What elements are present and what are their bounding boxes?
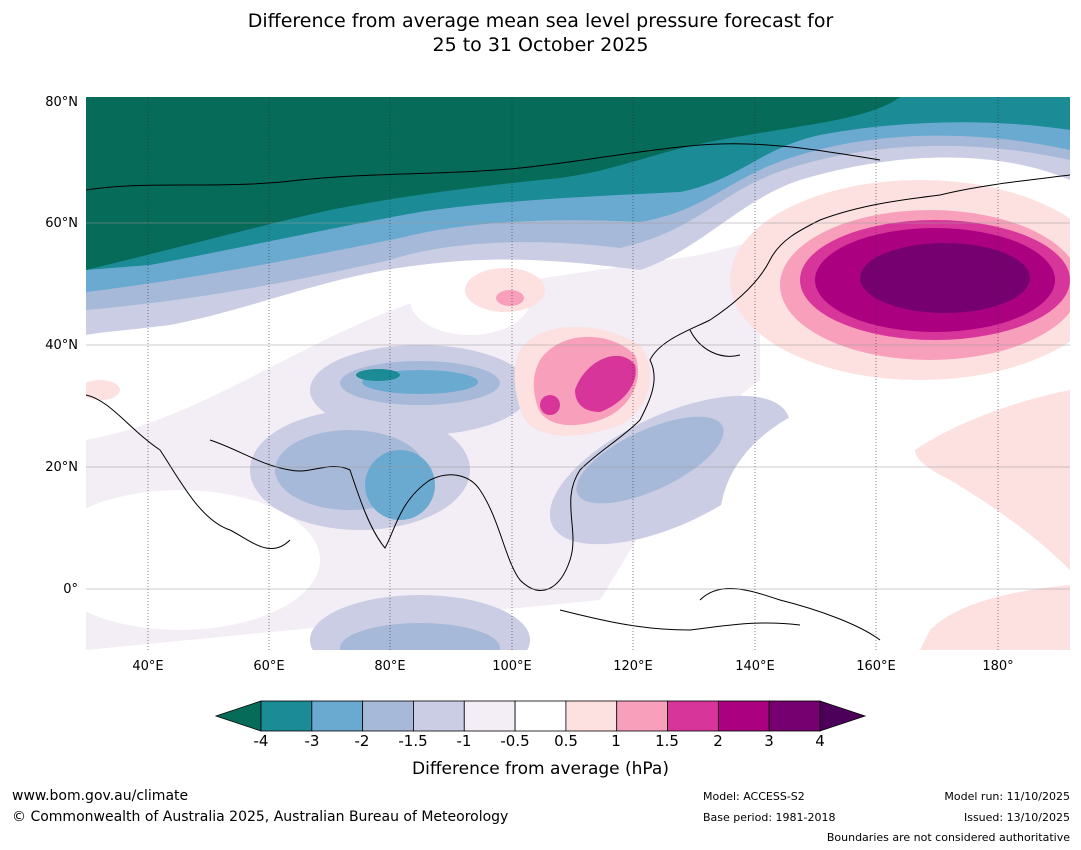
- colorbar-tick-label: -1.5: [398, 732, 428, 750]
- coastlines: [86, 143, 1070, 641]
- coastline-japan: [689, 329, 741, 357]
- colorbar-tick-label: -1: [456, 732, 472, 750]
- colorbar-segment: [768, 700, 821, 732]
- title-line-1: Difference from average mean sea level p…: [247, 10, 834, 32]
- colorbar-tick-label: 1.5: [655, 732, 679, 750]
- footer-copyright: © Commonwealth of Australia 2025, Austra…: [12, 809, 509, 825]
- colorbar-segment: [717, 700, 770, 732]
- pacific-high-pos3: [860, 243, 1030, 313]
- colorbar-title: Difference from average (hPa): [412, 759, 669, 779]
- colorbar-tick-label: 3: [764, 732, 774, 750]
- colorbar-segments: [260, 700, 821, 732]
- china-anomaly-pos1p5-small: [540, 395, 560, 415]
- mongolia-anomaly-pos0p5: [465, 268, 545, 312]
- south-pacific-anomaly-pos0p5: [920, 585, 1070, 650]
- colorbar-segment: [311, 700, 364, 732]
- colorbar-segment: [667, 700, 719, 732]
- coastline-indonesia: [559, 609, 801, 631]
- longitude-gridlines: [147, 97, 999, 650]
- lon-label-120e: 120°E: [613, 659, 653, 674]
- colorbar-segment: [260, 700, 313, 732]
- footer-website: www.bom.gov.au/climate: [12, 788, 189, 804]
- lon-label-180: 180°: [982, 659, 1014, 674]
- title-line-2: 25 to 31 October 2025: [432, 34, 649, 56]
- footer-base-period: Base period: 1981-2018: [703, 811, 836, 824]
- lon-label-80e: 80°E: [374, 659, 406, 674]
- tibet-anomaly-neg3: [356, 369, 400, 381]
- east-pacific-anomaly-pos0p5: [915, 390, 1070, 570]
- china-anomaly-pos1p5: [575, 355, 636, 412]
- colorbar-tick-label: 0.5: [554, 732, 578, 750]
- indian-ocean-anomaly-neg1p5: [340, 623, 500, 650]
- colorbar-segment: [413, 700, 465, 732]
- footer-model-run: Model run: 11/10/2025: [944, 790, 1070, 803]
- colorbar-tick-label: 4: [815, 732, 825, 750]
- colorbar-segment: [616, 700, 668, 732]
- map-title: Difference from average mean sea level p…: [0, 9, 1081, 57]
- anomaly-area-neg4: [86, 97, 900, 270]
- colorbar-tick-label: 2: [713, 732, 723, 750]
- colorbar-extend-max: [819, 700, 867, 732]
- lon-label-40e: 40°E: [132, 659, 164, 674]
- colorbar-tick-label: -0.5: [500, 732, 530, 750]
- lat-label-20n: 20°N: [45, 460, 78, 475]
- pressure-anomaly-map: [86, 97, 1070, 650]
- colorbar-tick-label: -4: [253, 732, 269, 750]
- colorbar-segment: [565, 700, 618, 732]
- colorbar-tick-label: -3: [304, 732, 320, 750]
- colorbar-segment: [362, 700, 414, 732]
- coastline-arabia-africa: [86, 394, 291, 550]
- bay-of-bengal-anomaly-neg2: [365, 450, 435, 520]
- colorbar-tick-label: 1: [611, 732, 621, 750]
- colorbar-tick-label: -2: [354, 732, 370, 750]
- colorbar-extend-min: [214, 700, 262, 732]
- mongolia-anomaly-pos1: [496, 290, 524, 306]
- pacific-anomaly-neg1p5: [576, 416, 724, 504]
- lon-label-160e: 160°E: [856, 659, 896, 674]
- footer-issued: Issued: 13/10/2025: [963, 811, 1070, 824]
- coastline-northeast-asia: [709, 174, 1070, 321]
- lat-label-40n: 40°N: [45, 338, 78, 353]
- footer-disclaimer: Boundaries are not considered authoritat…: [826, 831, 1070, 844]
- lon-label-60e: 60°E: [253, 659, 285, 674]
- footer-model: Model: ACCESS-S2: [703, 790, 805, 803]
- colorbar-segment: [463, 700, 516, 732]
- latitude-gridlines: [86, 222, 1070, 590]
- lon-label-100e: 100°E: [492, 659, 532, 674]
- lon-label-140e: 140°E: [735, 659, 775, 674]
- anomaly-area-neutral-africa: [86, 490, 320, 630]
- lat-label-0: 0°: [63, 582, 78, 597]
- lat-label-80n: 80°N: [45, 95, 78, 110]
- west-anomaly-pos0p5: [86, 380, 120, 400]
- colorbar-segment: [514, 700, 567, 732]
- coastline-southeast-east-asia: [479, 319, 711, 591]
- colorbar: [214, 700, 867, 732]
- coastline-arctic: [86, 143, 881, 191]
- lat-label-60n: 60°N: [45, 216, 78, 231]
